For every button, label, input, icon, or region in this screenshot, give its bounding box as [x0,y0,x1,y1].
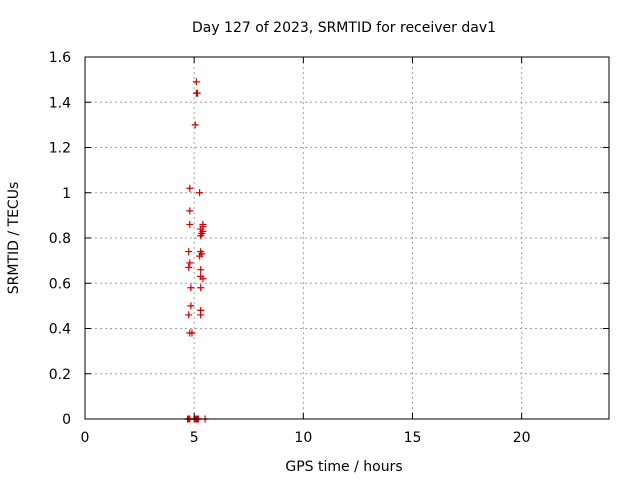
data-point [196,189,204,197]
data-point [185,311,193,319]
y-tick-label: 0 [62,412,71,428]
data-point [197,306,205,314]
data-point [185,263,193,271]
x-tick-label: 0 [81,430,90,446]
x-tick-label: 20 [513,430,531,446]
x-tick-label: 15 [404,430,422,446]
data-point [199,220,207,228]
axis-ticks [84,56,609,420]
y-tick-label: 0.6 [49,276,71,292]
data-point [197,284,205,292]
data-point [185,248,193,256]
data-point [188,329,196,337]
data-point [197,266,205,274]
data-point [197,248,205,256]
y-tick-label: 0.8 [49,231,71,247]
data-point [197,272,205,280]
data-point [193,89,201,97]
data-point [186,220,194,228]
data-point [186,184,194,192]
x-tick-label: 10 [294,430,312,446]
data-point [187,284,195,292]
y-tick-labels: 0 0.2 0.4 0.6 0.8 1 1.2 1.4 1.6 [49,50,71,428]
y-tick-label: 0.2 [49,367,71,383]
data-point [192,78,200,86]
chart-title: Day 127 of 2023, SRMTID for receiver dav… [192,20,496,36]
x-tick-labels: 0 5 10 15 20 [81,430,531,446]
x-tick-label: 5 [190,430,199,446]
x-axis-label: GPS time / hours [285,459,402,475]
grid-lines [85,57,609,419]
data-point [186,259,194,267]
data-point [191,121,199,129]
y-tick-label: 1 [62,186,71,202]
y-tick-label: 0.4 [49,322,71,338]
y-tick-label: 1.4 [49,95,71,111]
data-point [186,207,194,215]
y-tick-label: 1.6 [49,50,71,66]
y-tick-label: 1.2 [49,141,71,157]
y-axis-label: SRMTID / TECUs [6,182,22,295]
data-point [187,302,195,310]
